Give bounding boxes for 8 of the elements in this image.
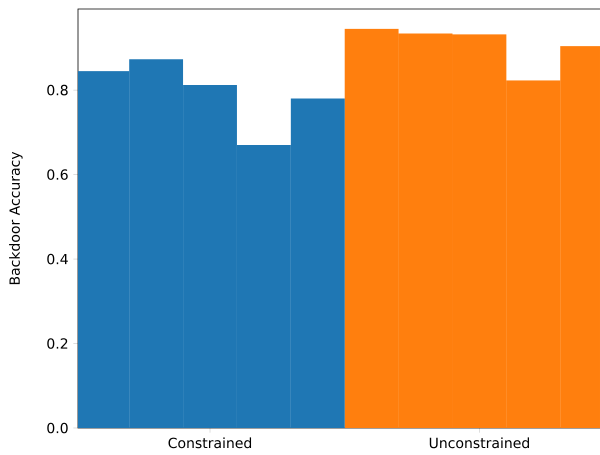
y-tick-label: 0.6 (47, 169, 68, 180)
y-tick-label: 0.4 (47, 254, 68, 264)
y-tick-label: 0.0 (47, 422, 68, 434)
x-tick-label: Unconstrained (430, 437, 529, 448)
y-tick-label: 0.2 (47, 338, 68, 349)
x-tick-label: Constrained (168, 437, 252, 448)
y-tick-label: 0.8 (47, 84, 68, 96)
y-axis-title: Backdoor Accuracy (9, 152, 23, 284)
